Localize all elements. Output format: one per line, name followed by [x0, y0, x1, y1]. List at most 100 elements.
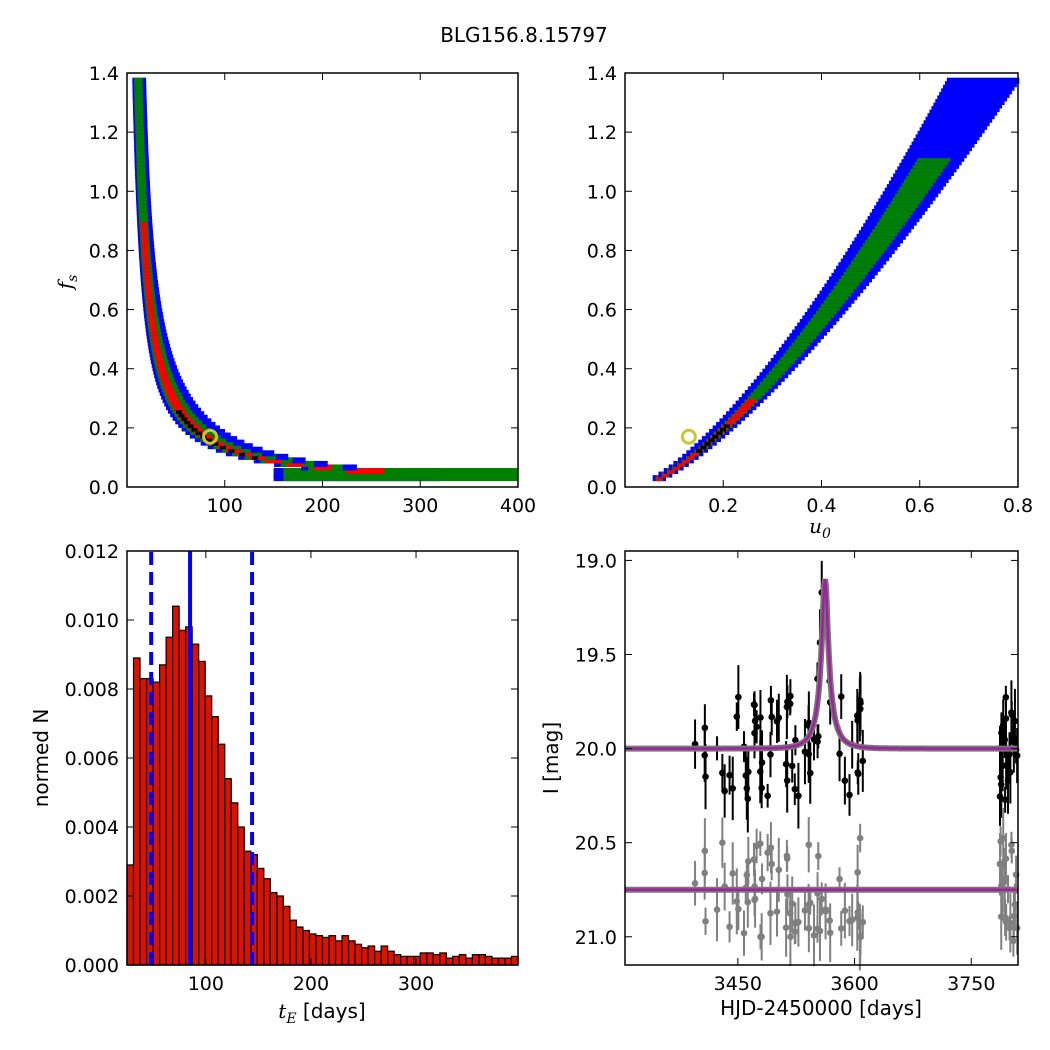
p3-bar: [439, 952, 447, 966]
p3-bar: [484, 955, 493, 966]
p4-residual-point: [854, 868, 861, 876]
p3-bar: [165, 636, 174, 966]
p4-residual-point: [702, 917, 709, 925]
p4-residual-point: [733, 898, 741, 905]
p1-ylabel: fs: [53, 275, 81, 292]
p2-cell-outer: [923, 120, 990, 127]
p2-cell-inner: [668, 468, 674, 475]
p2-cell-inner: [673, 464, 680, 471]
p4-ytick-label: 21.0: [575, 927, 617, 949]
p3-bar: [230, 802, 239, 966]
p1-cell-mid: [137, 173, 146, 180]
p2-cell-core: [704, 439, 711, 446]
p4-data-point: [753, 723, 760, 731]
p4-data-point: [791, 785, 799, 793]
p4-residual-point: [853, 914, 861, 922]
p1-cell-mid: [136, 152, 145, 159]
p3-bar: [178, 629, 187, 966]
p4-residual-point: [814, 925, 821, 933]
p2-cell-mid: [836, 279, 860, 286]
p1-cell-inner: [162, 379, 171, 386]
p4-data-point: [788, 762, 796, 770]
p3-bar: [419, 952, 428, 966]
p3-bar: [387, 950, 395, 966]
p4-residual-point: [857, 933, 864, 941]
p2-cell-mid: [750, 389, 765, 396]
p3-bar: [276, 895, 284, 966]
p2-cell-outer: [915, 134, 980, 141]
p3-bar: [256, 867, 265, 966]
p4-ytick-label: 19.0: [575, 550, 617, 572]
p1-cell-inner: [142, 255, 149, 262]
p1-cell-inner: [144, 279, 151, 286]
p1-cell-inner: [166, 389, 176, 396]
p2-cell-mid: [828, 290, 852, 297]
p2-cell-mid: [788, 343, 808, 350]
p2-cell-mid: [883, 208, 913, 215]
p4-residual-point: [997, 913, 1005, 921]
p4-residual-point: [818, 895, 826, 903]
p3-bar: [211, 715, 219, 966]
p1-cell-mid: [283, 475, 518, 482]
p4-residual-point: [719, 839, 726, 846]
p3-bar: [354, 943, 363, 966]
p3-bar: [426, 952, 434, 966]
p3-ytick-label: 0.012: [65, 541, 119, 563]
p1-cell-inner: [143, 265, 150, 272]
p1-ytick-label: 1.4: [89, 63, 119, 85]
p4-residual-point: [1013, 924, 1021, 932]
p4-points: [625, 560, 1021, 971]
p3-bar: [432, 954, 441, 966]
p4-data-point: [841, 777, 849, 784]
p2-cell-outer: [913, 138, 978, 145]
p3-bar: [465, 957, 473, 966]
p1-cell-inner: [150, 329, 158, 336]
p4-ytick-label: 19.5: [575, 645, 617, 667]
p2-cell-core: [708, 436, 715, 443]
p1-xtick-label: 400: [500, 495, 536, 517]
p4-residual-point: [846, 917, 853, 925]
p1-cell-inner: [161, 375, 170, 382]
p3-ytick-label: 0.008: [65, 679, 119, 701]
p3-bar: [471, 954, 480, 966]
p2-cell-inner: [729, 414, 739, 421]
p4-data-point: [996, 793, 1004, 800]
p1-cell-mid: [135, 113, 144, 120]
p2-cell-outer: [944, 81, 1017, 88]
p2-cell-mid: [888, 201, 919, 208]
p4-residual-point: [801, 907, 809, 914]
p1-cell-inner: [173, 404, 184, 411]
p1-cell-inner: [163, 382, 173, 389]
p4-residual-point: [1010, 912, 1018, 920]
p4-data-point: [854, 769, 862, 776]
p2-cell-outer: [925, 116, 993, 123]
p1-cell-mid: [137, 187, 147, 194]
p4-data-point: [1013, 752, 1021, 759]
p1-ytick-label: 1.2: [89, 122, 119, 144]
p2-cell-mid: [867, 233, 895, 240]
p2-cell-mid: [753, 386, 769, 393]
p2-cell-outer: [946, 77, 1020, 84]
p1-cell-inner: [159, 372, 169, 379]
p1-cell-inner: [265, 457, 283, 464]
p1-cell-inner: [144, 276, 151, 283]
p3-axes: 100 200 300 0.000 0.002 0.004 0.006 0.008 0.010 0…: [65, 541, 518, 995]
p4-data-point: [767, 751, 774, 758]
p1-cell-mid: [135, 116, 144, 123]
p4-data-point: [733, 713, 741, 720]
p4-data-point: [1010, 738, 1018, 746]
p4-data-point: [859, 757, 867, 765]
p4-data-point: [1002, 715, 1010, 722]
p3-xtick-label: 100: [188, 973, 224, 995]
p2-cell-mid: [838, 276, 863, 283]
p4-residual-point: [691, 880, 699, 887]
p2-cell-core: [700, 443, 707, 450]
p3-ytick-label: 0.010: [65, 610, 119, 632]
p1-cell-mid: [137, 180, 147, 187]
p2-cell-mid: [914, 159, 949, 166]
p2-cell-mid: [794, 336, 814, 343]
p1-cell-inner: [148, 315, 155, 322]
p4-residual-point: [786, 910, 794, 917]
p4-data-point: [782, 760, 790, 768]
p4-data-point: [768, 713, 776, 721]
